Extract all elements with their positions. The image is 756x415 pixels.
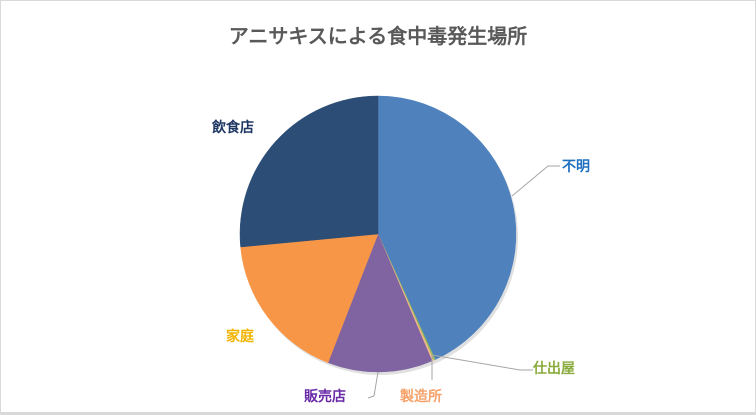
data-label-5: 飲食店 xyxy=(212,120,254,136)
data-label-2: 製造所 xyxy=(400,389,442,405)
leader-line xyxy=(431,354,533,371)
chart-title: アニサキスによる食中毒発生場所 xyxy=(228,24,528,48)
data-label-1: 仕出屋 xyxy=(533,361,575,377)
data-label-3: 販売店 xyxy=(304,389,346,405)
leader-line xyxy=(367,371,379,399)
pie-slice-5 xyxy=(239,95,379,248)
pie-slice-0 xyxy=(377,95,517,360)
pie-slice-3 xyxy=(327,233,433,373)
data-label-0: 不明 xyxy=(562,159,590,175)
data-label-4: 家庭 xyxy=(226,329,254,345)
pie-slice-4 xyxy=(240,233,379,363)
leader-line xyxy=(511,165,560,197)
